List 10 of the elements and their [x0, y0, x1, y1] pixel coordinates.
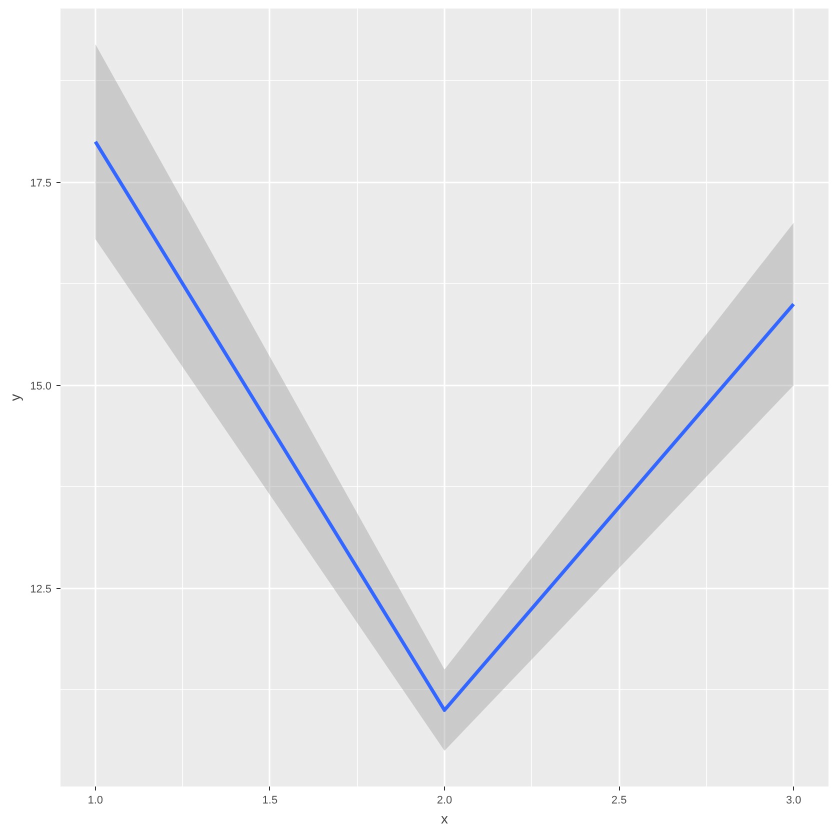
- x-tick-label: 3.0: [786, 794, 802, 806]
- y-tick-label: 15.0: [30, 380, 52, 392]
- y-tick-label: 12.5: [30, 583, 52, 596]
- x-tick-label: 1.0: [88, 794, 104, 806]
- y-tick-label: 17.5: [30, 177, 52, 190]
- x-tick-label: 2.5: [611, 794, 627, 806]
- y-axis-title: y: [7, 394, 24, 401]
- x-tick-label: 1.5: [262, 794, 278, 806]
- x-tick-label: 2.0: [436, 794, 452, 806]
- x-axis-title: x: [441, 810, 448, 826]
